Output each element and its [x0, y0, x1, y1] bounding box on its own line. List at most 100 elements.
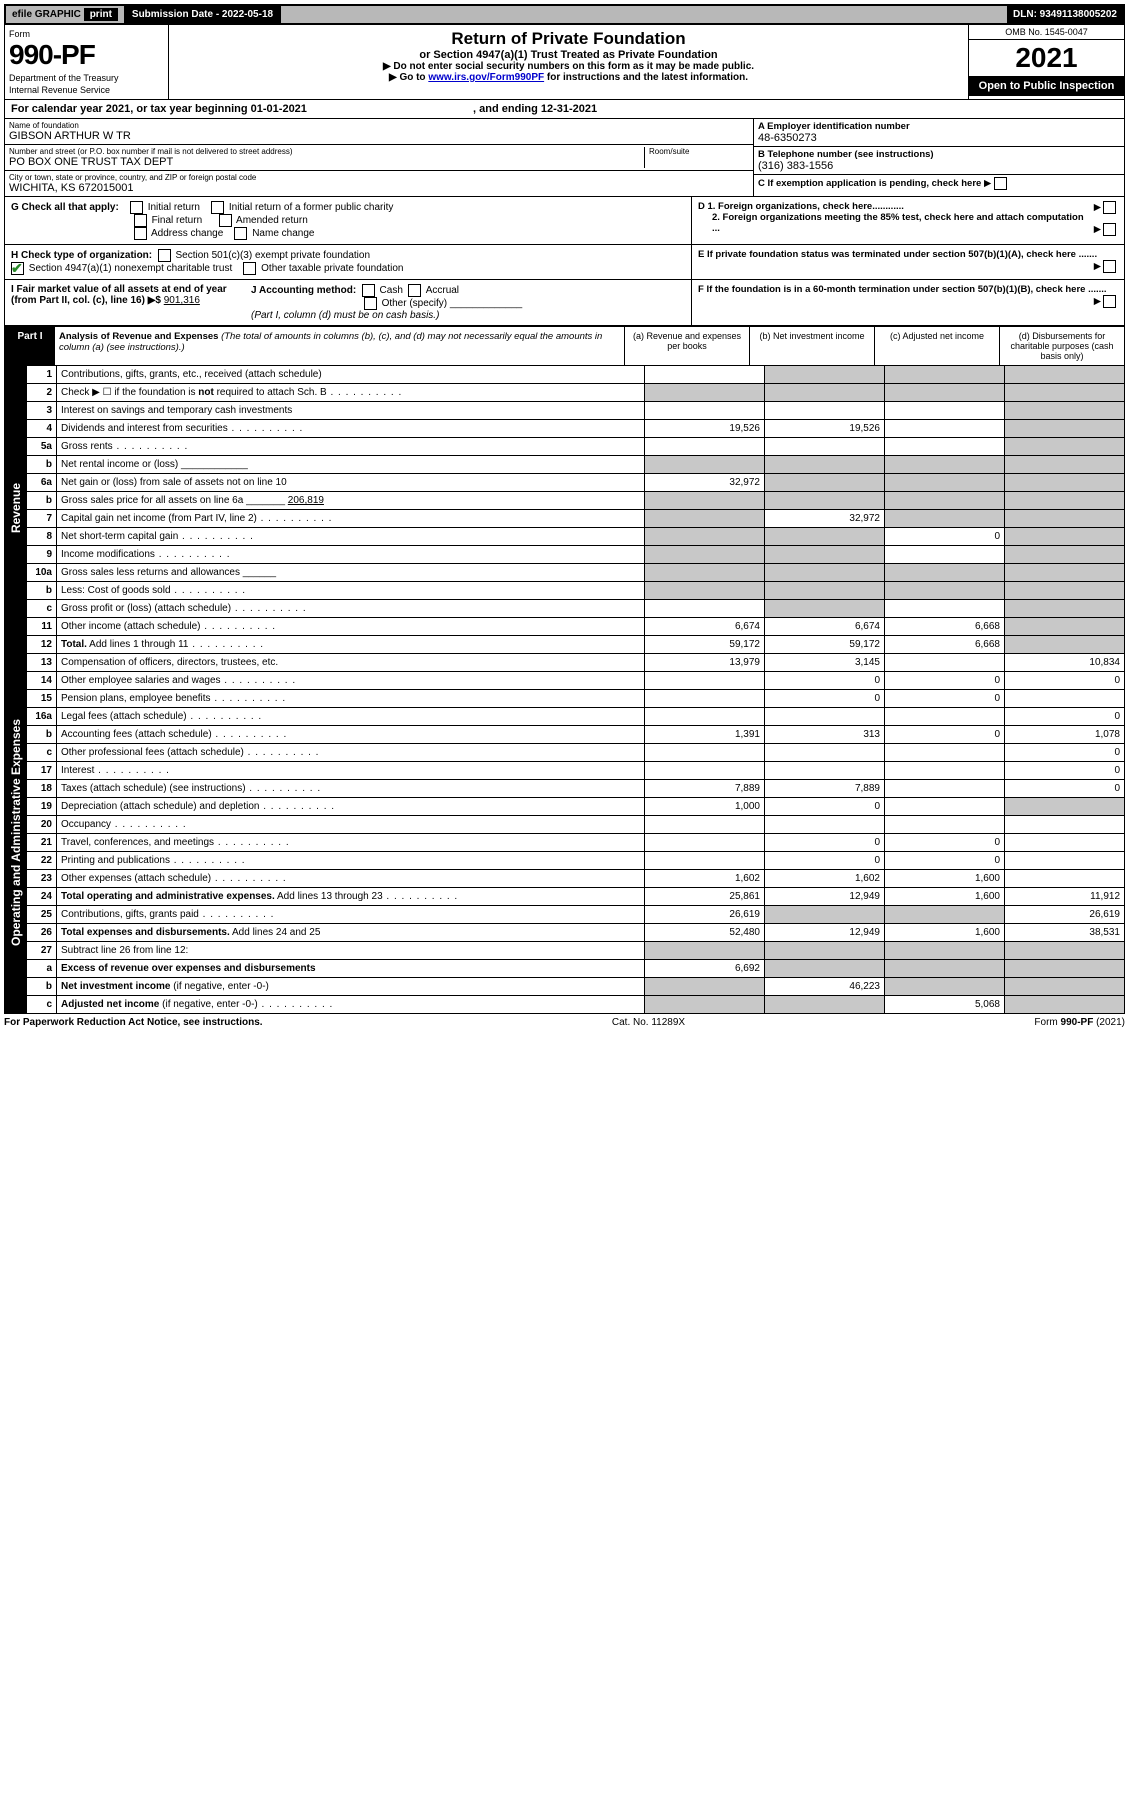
cell-d	[1005, 834, 1125, 852]
instructions-link[interactable]: www.irs.gov/Form990PF	[428, 72, 544, 83]
cell-a: 6,674	[645, 618, 765, 636]
title-center: Return of Private Foundation or Section …	[169, 25, 968, 99]
e-checkbox[interactable]	[1103, 260, 1116, 273]
line-number: 4	[27, 420, 57, 438]
cell-d	[1005, 474, 1125, 492]
address-row: Number and street (or P.O. box number if…	[5, 145, 753, 171]
cell-a: 52,480	[645, 924, 765, 942]
cell-d	[1005, 690, 1125, 708]
cell-c: 0	[885, 690, 1005, 708]
cell-d	[1005, 816, 1125, 834]
cell-a	[645, 744, 765, 762]
ssn-note: ▶ Do not enter social security numbers o…	[173, 61, 964, 72]
calendar-year-row: For calendar year 2021, or tax year begi…	[4, 100, 1125, 119]
table-row: 15Pension plans, employee benefits00	[5, 690, 1125, 708]
cell-b	[765, 942, 885, 960]
cell-a	[645, 528, 765, 546]
cell-b	[765, 528, 885, 546]
cell-b: 6,674	[765, 618, 885, 636]
tax-year: 2021	[969, 40, 1124, 76]
g-name-change[interactable]	[234, 227, 247, 240]
j-accrual[interactable]	[408, 284, 421, 297]
line-number: b	[27, 978, 57, 996]
table-row: 9Income modifications	[5, 546, 1125, 564]
line-number: 25	[27, 906, 57, 924]
table-row: 17Interest0	[5, 762, 1125, 780]
cell-c: 1,600	[885, 870, 1005, 888]
cell-b	[765, 456, 885, 474]
cell-b	[765, 564, 885, 582]
h-e-block: H Check type of organization: Section 50…	[4, 245, 1125, 280]
col-c-header: (c) Adjusted net income	[874, 327, 999, 365]
cell-b: 313	[765, 726, 885, 744]
ein-row: A Employer identification number 48-6350…	[754, 119, 1124, 147]
page-footer: For Paperwork Reduction Act Notice, see …	[4, 1014, 1125, 1031]
omb-number: OMB No. 1545-0047	[969, 25, 1124, 40]
cell-c	[885, 366, 1005, 384]
cell-b: 46,223	[765, 978, 885, 996]
d2-checkbox[interactable]	[1103, 223, 1116, 236]
cell-a	[645, 546, 765, 564]
line-description: Income modifications	[57, 546, 645, 564]
cell-b: 0	[765, 672, 885, 690]
table-row: 26Total expenses and disbursements. Add …	[5, 924, 1125, 942]
cell-b	[765, 708, 885, 726]
cell-b	[765, 816, 885, 834]
table-row: 5aGross rents	[5, 438, 1125, 456]
line-number: 14	[27, 672, 57, 690]
line-description: Net investment income (if negative, ente…	[57, 978, 645, 996]
table-row: aExcess of revenue over expenses and dis…	[5, 960, 1125, 978]
g-final-return[interactable]	[134, 214, 147, 227]
line-description: Subtract line 26 from line 12:	[57, 942, 645, 960]
table-row: 20Occupancy	[5, 816, 1125, 834]
table-row: 3Interest on savings and temporary cash …	[5, 402, 1125, 420]
table-row: 11Other income (attach schedule)6,6746,6…	[5, 618, 1125, 636]
efile-header-bar: efile GRAPHIC print Submission Date - 20…	[4, 4, 1125, 25]
f-checkbox[interactable]	[1103, 295, 1116, 308]
g-initial-former[interactable]	[211, 201, 224, 214]
footer-right: Form 990-PF (2021)	[1034, 1017, 1125, 1028]
table-row: 21Travel, conferences, and meetings00	[5, 834, 1125, 852]
table-row: 8Net short-term capital gain0	[5, 528, 1125, 546]
cell-d: 0	[1005, 708, 1125, 726]
cell-d	[1005, 528, 1125, 546]
j-other[interactable]	[364, 297, 377, 310]
g-amended-return[interactable]	[219, 214, 232, 227]
line-number: b	[27, 456, 57, 474]
cell-a	[645, 816, 765, 834]
cell-c: 6,668	[885, 636, 1005, 654]
d1-checkbox[interactable]	[1103, 201, 1116, 214]
table-row: 19Depreciation (attach schedule) and dep…	[5, 798, 1125, 816]
form-number: 990-PF	[9, 39, 164, 71]
line-description: Net rental income or (loss) ____________	[57, 456, 645, 474]
table-row: bGross sales price for all assets on lin…	[5, 492, 1125, 510]
title-right: OMB No. 1545-0047 2021 Open to Public In…	[968, 25, 1124, 99]
cell-c	[885, 402, 1005, 420]
g-initial-return[interactable]	[130, 201, 143, 214]
line-description: Other professional fees (attach schedule…	[57, 744, 645, 762]
h-501c3[interactable]	[158, 249, 171, 262]
line-description: Depreciation (attach schedule) and deple…	[57, 798, 645, 816]
table-row: cAdjusted net income (if negative, enter…	[5, 996, 1125, 1014]
c-checkbox[interactable]	[994, 177, 1007, 190]
cell-c	[885, 492, 1005, 510]
h-other-taxable[interactable]	[243, 262, 256, 275]
cell-a	[645, 762, 765, 780]
cell-a: 7,889	[645, 780, 765, 798]
line-description: Occupancy	[57, 816, 645, 834]
table-row: 16aLegal fees (attach schedule)0	[5, 708, 1125, 726]
print-badge[interactable]: print	[84, 8, 118, 21]
table-row: 7Capital gain net income (from Part IV, …	[5, 510, 1125, 528]
line-number: b	[27, 582, 57, 600]
line-description: Other income (attach schedule)	[57, 618, 645, 636]
cell-b: 1,602	[765, 870, 885, 888]
cell-b	[765, 906, 885, 924]
part1-badge: Part I	[5, 327, 55, 365]
cell-b: 19,526	[765, 420, 885, 438]
line-number: 5a	[27, 438, 57, 456]
cell-d	[1005, 420, 1125, 438]
j-cash[interactable]	[362, 284, 375, 297]
line-number: 1	[27, 366, 57, 384]
g-address-change[interactable]	[134, 227, 147, 240]
h-4947[interactable]	[11, 262, 24, 275]
